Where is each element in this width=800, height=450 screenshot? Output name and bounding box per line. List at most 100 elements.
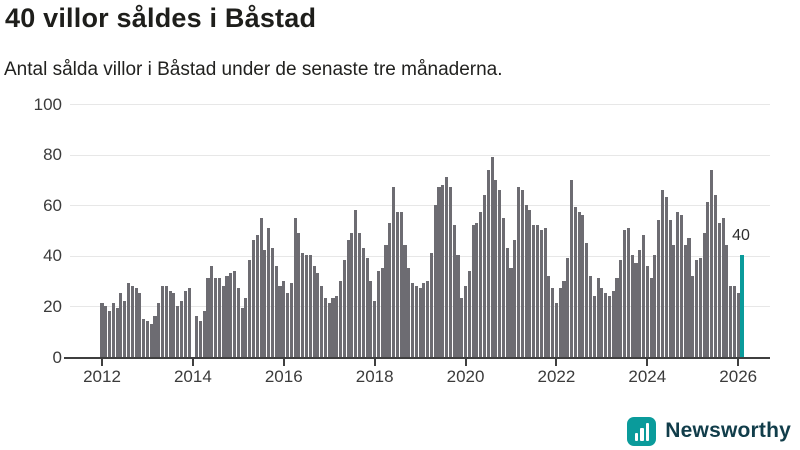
bar (543, 227, 547, 358)
x-axis-tick (646, 358, 649, 366)
x-axis-tick (373, 358, 376, 366)
x-axis-tick-label: 2012 (83, 367, 121, 386)
bar (429, 252, 433, 358)
bar (388, 222, 392, 358)
bar (335, 295, 339, 358)
bar (323, 298, 327, 358)
bar (384, 245, 388, 358)
y-axis-tick-label: 60 (43, 195, 62, 215)
bar (596, 278, 600, 358)
bar (710, 169, 714, 358)
bar (293, 217, 297, 358)
bar (119, 293, 123, 358)
x-axis-line (64, 356, 770, 359)
bar (490, 156, 494, 358)
bar (236, 288, 240, 358)
bar (445, 177, 449, 358)
bar (331, 298, 335, 358)
y-axis-tick-label: 0 (52, 347, 62, 367)
bar (278, 285, 282, 358)
bar (535, 225, 540, 358)
bar (392, 187, 396, 358)
bar (479, 212, 483, 358)
bar (327, 303, 331, 358)
bar (187, 288, 191, 358)
highlight-value-label: 40 (732, 227, 750, 245)
bar (532, 225, 536, 358)
bar (308, 255, 312, 358)
y-axis-tick-label: 40 (43, 246, 62, 266)
gridline (70, 205, 770, 207)
bar (581, 214, 585, 358)
bar (570, 179, 574, 358)
bar (460, 298, 464, 358)
bar (312, 265, 316, 358)
bar (721, 217, 725, 358)
bar (195, 316, 199, 358)
bar (517, 187, 521, 358)
bar (566, 257, 570, 358)
chart-subtitle: Antal sålda villor i Båstad under de sen… (4, 59, 503, 80)
bar (108, 311, 112, 358)
bar (267, 227, 271, 358)
bar (289, 283, 293, 358)
bar (630, 255, 634, 358)
bar (270, 247, 274, 358)
bar (683, 245, 687, 358)
y-axis-tick-label: 100 (33, 94, 62, 114)
bar (373, 300, 377, 358)
bar (339, 280, 343, 358)
bar (172, 293, 176, 358)
bar (149, 323, 153, 358)
bar (380, 268, 384, 358)
newsworthy-logo[interactable]: Newsworthy (627, 415, 791, 447)
bar (585, 242, 589, 358)
x-axis-tick (737, 358, 740, 366)
bar (729, 285, 733, 358)
bar (361, 247, 365, 358)
bar (573, 207, 577, 358)
bar (365, 257, 369, 358)
gridline (70, 255, 770, 257)
bar (198, 321, 202, 358)
bar (202, 311, 206, 358)
bar (600, 288, 604, 358)
bar (130, 285, 134, 358)
gridline (70, 104, 770, 106)
bar (634, 263, 638, 358)
bar (592, 295, 596, 358)
bar (206, 278, 210, 358)
bar (498, 189, 502, 358)
bar (376, 270, 380, 358)
bar (357, 232, 362, 358)
x-axis-tick (282, 358, 285, 366)
bar (672, 245, 676, 358)
chart-title: 40 villor såldes i Båstad (5, 3, 317, 33)
x-axis-tick-label: 2016 (264, 367, 303, 386)
bar (399, 212, 403, 358)
bar (607, 295, 611, 358)
x-axis-tick (191, 358, 194, 366)
bar (176, 305, 180, 358)
gridline (70, 154, 770, 156)
bar (611, 290, 615, 358)
x-axis-tick (101, 358, 103, 366)
bar (687, 237, 691, 358)
bar (316, 273, 320, 358)
bar (134, 288, 138, 358)
bar (619, 260, 623, 358)
bar (475, 222, 479, 358)
bar (653, 255, 657, 358)
bar (297, 232, 301, 358)
bar (410, 283, 415, 358)
bar (505, 247, 509, 358)
bar (577, 212, 581, 358)
bar-chart-icon (627, 416, 657, 446)
bar (168, 290, 172, 358)
bar (210, 265, 214, 358)
bar (520, 189, 524, 358)
bar (588, 275, 593, 358)
bar (448, 187, 452, 358)
bar (320, 285, 324, 358)
